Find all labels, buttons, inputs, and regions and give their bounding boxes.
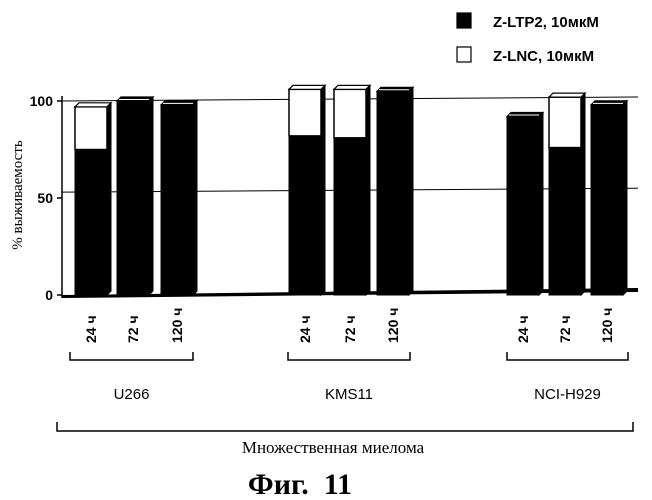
bar-top-4 (334, 85, 370, 89)
bar-segment-ltp2-3 (289, 136, 321, 295)
group-label-2: NCI-H929 (534, 386, 601, 403)
bar-segment-lnc-3 (289, 89, 321, 136)
bar-segment-ltp2-8 (591, 105, 623, 295)
bar-side-6 (539, 113, 543, 295)
legend-label-0: Z-LTP2, 10мкМ (493, 14, 599, 31)
bar-segment-ltp2-5 (377, 91, 409, 295)
bar-side-8 (623, 101, 627, 295)
x-axis-label: Множественная миелома (242, 438, 425, 457)
bar-2 (161, 101, 197, 295)
bar-segment-lnc-4 (334, 89, 366, 138)
group-bracket-1 (288, 352, 410, 360)
group-bracket-0 (70, 352, 193, 360)
x-tick-label-5: 120 ч (385, 308, 401, 343)
x-tick-label-8: 120 ч (599, 308, 615, 343)
group-bracket-2 (507, 352, 628, 360)
bars (75, 85, 627, 295)
bar-top-0 (75, 103, 111, 107)
y-axis-label: % выживаемость (10, 140, 26, 250)
bar-1 (117, 97, 153, 295)
bar-segment-lnc-7 (549, 97, 581, 147)
x-tick-label-0: 24 ч (83, 315, 99, 343)
x-tick-label-1: 72 ч (125, 315, 141, 343)
bar-side-5 (409, 87, 413, 295)
group-label-1: KMS11 (325, 386, 373, 403)
x-tick-labels: 24 ч 72 ч 120 ч 24 ч 72 ч 120 ч 24 ч 72 ч 120 ч (83, 308, 615, 343)
x-tick-label-3: 24 ч (297, 315, 313, 343)
bar-3 (289, 85, 325, 295)
bar-4 (334, 85, 370, 295)
bar-0 (75, 103, 111, 295)
bar-segment-ltp2-6 (507, 117, 539, 295)
bar-top-7 (549, 93, 585, 97)
bar-segment-ltp2-7 (549, 148, 581, 295)
y-tick-label-2: 100 (30, 93, 54, 109)
bar-7 (549, 93, 585, 295)
bar-top-3 (289, 85, 325, 89)
x-tick-label-2: 120 ч (169, 308, 185, 343)
x-tick-label-6: 24 ч (515, 315, 531, 343)
y-tick-label-1: 50 (37, 190, 53, 206)
figure-caption: Фиг. 11 (248, 468, 352, 500)
bar-side-2 (193, 101, 197, 295)
bar-8 (591, 101, 627, 295)
overall-bracket (57, 422, 633, 431)
legend-label-1: Z-LNC, 10мкМ (493, 48, 594, 65)
bar-segment-ltp2-0 (75, 150, 107, 296)
bar-6 (507, 113, 543, 295)
group-brackets: U266 KMS11 NCI-H929 (57, 352, 633, 431)
y-tick-label-0: 0 (45, 287, 53, 303)
bar-5 (377, 87, 413, 295)
bar-segment-ltp2-2 (161, 105, 193, 295)
bar-segment-lnc-0 (75, 107, 107, 150)
legend: Z-LTP2, 10мкМ Z-LNC, 10мкМ (457, 13, 599, 65)
group-label-0: U266 (114, 386, 150, 403)
bar-segment-ltp2-1 (117, 101, 149, 295)
x-tick-label-4: 72 ч (342, 315, 358, 343)
bar-side-1 (149, 97, 153, 295)
bar-segment-ltp2-4 (334, 138, 366, 295)
legend-swatch-0 (457, 13, 471, 28)
x-tick-label-7: 72 ч (557, 315, 573, 343)
legend-swatch-1 (457, 47, 471, 62)
